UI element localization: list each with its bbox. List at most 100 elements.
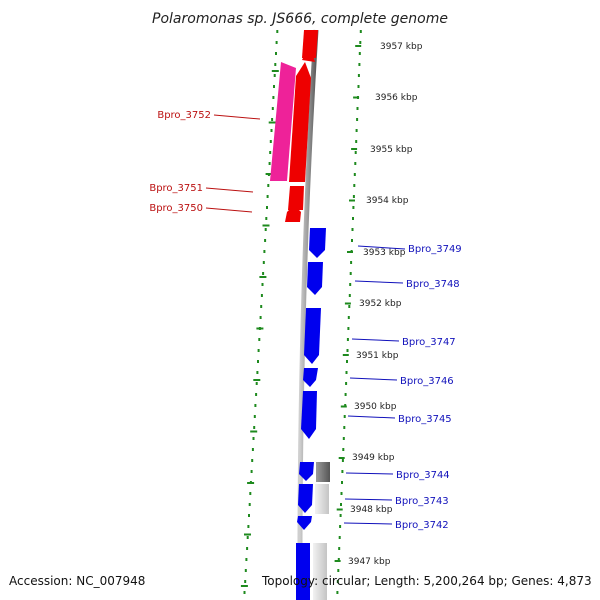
scale-tick <box>253 379 261 381</box>
feature-block-dark[interactable] <box>316 462 330 482</box>
scale-tick <box>351 148 358 150</box>
scale-tick <box>256 327 264 330</box>
ruler-dot <box>260 294 263 297</box>
ruler-dot <box>359 41 362 44</box>
callout-line <box>213 114 261 120</box>
ruler-dot <box>336 591 339 594</box>
ruler-dot <box>253 415 256 418</box>
ruler-dot <box>358 52 361 55</box>
gene-label[interactable]: Bpro_3745 <box>398 414 452 425</box>
scale-label: 3955 kbp <box>370 145 413 155</box>
gene-arrow-bpro-3752[interactable] <box>270 62 296 181</box>
scale-label: 3949 kbp <box>352 453 395 463</box>
ruler-dot <box>341 470 344 473</box>
gene-label[interactable]: Bpro_3750 <box>149 203 203 214</box>
ruler-dot <box>347 316 350 319</box>
scale-tick <box>340 405 347 408</box>
gene-arrow-reverse[interactable] <box>302 30 318 58</box>
gene-arrow-bpro-3751-tail[interactable] <box>288 186 304 210</box>
ruler-dot <box>336 580 339 583</box>
gene-arrow-bpro-3748[interactable] <box>307 262 323 295</box>
callout-line <box>344 498 393 501</box>
ruler-dot <box>342 437 345 440</box>
ruler-dot <box>246 547 249 550</box>
ruler-dot <box>256 371 259 374</box>
forward-strand-genes <box>296 228 326 600</box>
ruler-dot <box>351 228 354 231</box>
ruler-dot <box>276 30 279 33</box>
ruler-dot <box>338 536 341 539</box>
ruler-dot <box>245 558 248 561</box>
ruler-dot <box>244 580 247 583</box>
ruler-dot <box>341 459 344 462</box>
gene-label[interactable]: Bpro_3751 <box>149 183 203 194</box>
callout-line <box>205 187 254 193</box>
scale-label: 3957 kbp <box>380 42 423 52</box>
ruler-dot <box>251 459 254 462</box>
gene-arrow-bpro-3742[interactable] <box>297 516 312 530</box>
ruler-dot <box>248 503 251 506</box>
scale-tick <box>244 533 251 536</box>
scale-ticks <box>240 45 362 587</box>
gene-label[interactable]: Bpro_3749 <box>408 244 462 255</box>
ruler-dot <box>339 525 342 528</box>
gene-bar-forward[interactable] <box>296 543 310 600</box>
gene-arrow-bpro-3750[interactable] <box>285 205 301 222</box>
scale-label: 3952 kbp <box>359 299 402 309</box>
ruler-dot <box>266 195 269 198</box>
scale-label: 3956 kbp <box>375 93 418 103</box>
gene-label[interactable]: Bpro_3743 <box>395 496 449 507</box>
ruler-dot <box>359 30 362 33</box>
scale-tick <box>268 121 276 124</box>
scale-label: 3951 kbp <box>356 351 399 361</box>
gene-label[interactable]: Bpro_3742 <box>395 520 449 531</box>
scale-tick <box>355 45 362 47</box>
ruler-dot <box>249 492 252 495</box>
scale-tick <box>250 430 258 433</box>
gene-label[interactable]: Bpro_3752 <box>157 110 211 121</box>
scale-tick <box>334 560 341 562</box>
callout-line <box>349 377 398 381</box>
ruler-dot <box>349 272 352 275</box>
ruler-dot <box>354 162 357 165</box>
feature-block-light[interactable] <box>313 543 327 600</box>
gene-arrow-reverse[interactable] <box>302 52 315 62</box>
gene-arrow-bpro-3751[interactable] <box>289 62 311 182</box>
gene-arrow-bpro-3744[interactable] <box>299 462 314 481</box>
reverse-gene-labels: Bpro_3752 Bpro_3751 Bpro_3750 <box>149 110 211 214</box>
gene-arrow-bpro-3749[interactable] <box>309 228 326 258</box>
callout-line <box>205 207 253 213</box>
ruler-dot <box>344 393 347 396</box>
scale-tick <box>347 251 353 253</box>
gene-arrow-bpro-3745[interactable] <box>301 391 317 439</box>
callout-line <box>345 472 394 475</box>
reverse-strand-genes <box>270 30 318 222</box>
ruler-dot <box>346 338 349 341</box>
gene-label[interactable]: Bpro_3744 <box>396 470 450 481</box>
gene-arrow-bpro-3746[interactable] <box>303 368 318 387</box>
gene-arrow-bpro-3743[interactable] <box>298 484 313 513</box>
ruler-dot <box>271 107 274 110</box>
ruler-dot <box>275 52 277 55</box>
gene-arrow-bpro-3747[interactable] <box>304 308 321 364</box>
ruler-dot <box>259 316 262 319</box>
ruler-dot <box>258 338 261 341</box>
gene-label[interactable]: Bpro_3747 <box>402 337 456 348</box>
forward-gene-labels: Bpro_3749 Bpro_3748 Bpro_3747 Bpro_3746 … <box>395 244 462 531</box>
scale-tick <box>336 508 343 511</box>
gene-label[interactable]: Bpro_3748 <box>406 279 460 290</box>
ruler-dot <box>268 162 271 165</box>
ruler-dot <box>340 492 343 495</box>
scale-label: 3950 kbp <box>354 402 397 412</box>
ruler-dot <box>340 503 342 506</box>
scale-tick <box>271 70 279 72</box>
gene-label[interactable]: Bpro_3746 <box>400 376 454 387</box>
reverse-callouts <box>205 114 261 213</box>
ruler-dot <box>253 426 256 429</box>
ruler-dot <box>266 206 268 209</box>
ruler-dot <box>271 118 274 121</box>
feature-block-light[interactable] <box>315 484 329 514</box>
ruler-dot <box>351 239 353 242</box>
ruler-dot <box>275 41 278 44</box>
